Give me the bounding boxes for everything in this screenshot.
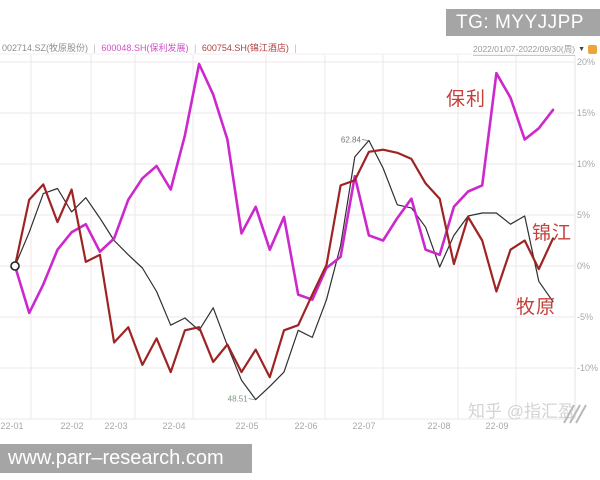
x-tick-label[interactable]: 22-05 (235, 421, 258, 431)
legend-separator: | (93, 43, 96, 53)
y-tick-label: -10% (577, 363, 598, 373)
y-tick-label: 15% (577, 108, 595, 118)
y-tick-label: 5% (577, 210, 590, 220)
legend-item-muyuan[interactable]: 002714.SZ(牧原股份) (2, 43, 89, 53)
x-tick-label[interactable]: 22-09 (485, 421, 508, 431)
x-tick-label[interactable]: 22-02 (60, 421, 83, 431)
y-tick-label: 0% (577, 261, 590, 271)
x-tick-label[interactable]: 22-01 (0, 421, 23, 431)
chevron-down-icon[interactable]: ▼ (578, 46, 585, 53)
annotation-pointer (248, 398, 255, 401)
x-tick-label[interactable]: 22-06 (294, 421, 317, 431)
legend-item-jinjiang[interactable]: 600754.SH(锦江酒店) (201, 43, 289, 53)
series-line-牧原 (13, 148, 555, 379)
y-tick-label: 10% (577, 159, 595, 169)
start-point-marker (10, 261, 20, 271)
x-tick-label[interactable]: 22-04 (162, 421, 185, 431)
series-line-保利 (13, 62, 555, 315)
tg-banner: TG: MYYJJPP (446, 9, 600, 36)
date-range-selector[interactable]: 2022/01/07-2022/09/30(周) (472, 44, 576, 56)
price-comparison-chart[interactable]: 20% 15% 10% 5% 0% -5% -10% 22-01 22-02 22-03 22-04… (0, 0, 600, 443)
series-label-jinjiang: 锦江 (532, 223, 573, 244)
tg-banner-text: TG: MYYJJPP (456, 12, 584, 33)
zhihu-watermark: 知乎 @指汇盈 (468, 402, 575, 421)
date-range-toolbar: 2022/01/07-2022/09/30(周) ▼ (472, 43, 597, 56)
annotation-value: 62.84 (341, 136, 362, 145)
website-banner-text: www.parr–research.com (8, 447, 224, 469)
series-line-锦江 (14, 139, 554, 401)
chart-legend: 002714.SZ(牧原股份) | 600048.SH(保利发展) | 6007… (2, 41, 300, 54)
x-tick-label[interactable]: 22-07 (352, 421, 375, 431)
legend-item-baoli[interactable]: 600048.SH(保利发展) (101, 43, 189, 53)
annotation-pointer (361, 139, 369, 141)
series-label-baoli: 保利 (446, 89, 487, 110)
watermark-logo-icon (563, 404, 587, 424)
website-banner: www.parr–research.com (0, 444, 252, 473)
tool-icon[interactable] (588, 45, 597, 54)
y-tick-label: 20% (577, 57, 595, 67)
series-label-muyuan: 牧原 (516, 297, 557, 318)
y-tick-label: -5% (577, 312, 593, 322)
x-tick-label[interactable]: 22-03 (104, 421, 127, 431)
annotation-value: 48.51 (228, 395, 249, 404)
legend-separator: | (294, 43, 297, 53)
x-tick-label[interactable]: 22-08 (427, 421, 450, 431)
legend-separator: | (193, 43, 197, 53)
